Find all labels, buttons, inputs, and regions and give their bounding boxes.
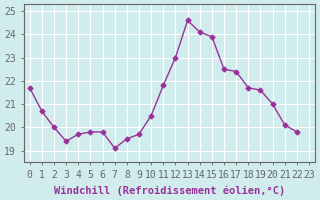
X-axis label: Windchill (Refroidissement éolien,°C): Windchill (Refroidissement éolien,°C) — [54, 185, 285, 196]
